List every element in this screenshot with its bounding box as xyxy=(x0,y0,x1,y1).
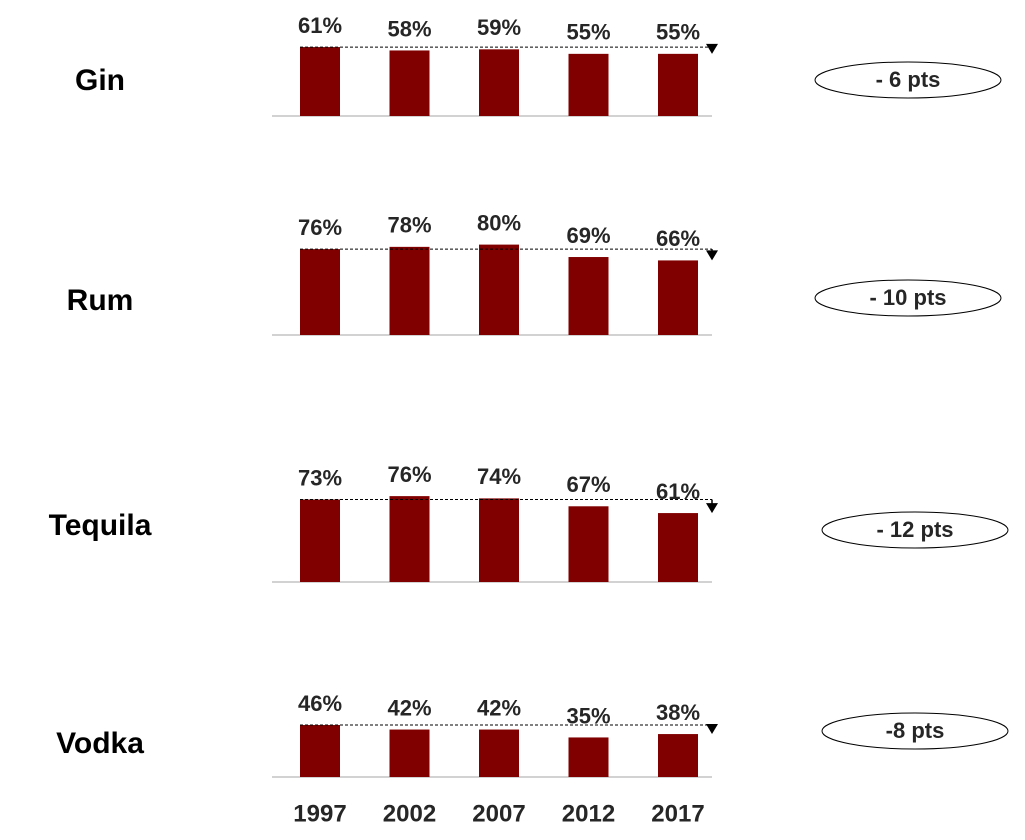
x-tick-label: 1997 xyxy=(293,800,346,827)
value-label: 73% xyxy=(298,465,342,490)
bar xyxy=(568,737,609,777)
bar xyxy=(568,257,609,335)
bar xyxy=(479,729,519,777)
bar xyxy=(479,49,519,116)
value-label: 76% xyxy=(387,462,431,487)
bar xyxy=(300,499,340,582)
x-tick-label: 2007 xyxy=(472,800,525,827)
bar xyxy=(389,729,430,777)
x-tick-label: 2017 xyxy=(651,800,704,827)
value-label: 61% xyxy=(298,13,342,38)
change-oval xyxy=(821,511,1009,549)
bar xyxy=(389,496,430,582)
bar xyxy=(300,47,340,116)
bar xyxy=(479,498,519,582)
value-label: 69% xyxy=(566,223,610,248)
value-label: 38% xyxy=(656,700,700,725)
value-label: 42% xyxy=(387,695,431,720)
bar xyxy=(389,50,430,116)
value-label: 35% xyxy=(566,703,610,728)
change-label: - 12 pts xyxy=(876,517,953,542)
change-label: - 6 pts xyxy=(876,67,941,92)
change-oval xyxy=(814,61,1002,99)
arrow-head xyxy=(706,250,718,261)
value-label: 67% xyxy=(566,472,610,497)
series-name: Gin xyxy=(75,64,125,97)
bar xyxy=(300,725,340,777)
change-oval xyxy=(821,712,1009,750)
value-label: 42% xyxy=(477,695,521,720)
bar xyxy=(568,506,609,582)
value-label: 46% xyxy=(298,691,342,716)
bar xyxy=(300,249,340,335)
arrow-head xyxy=(706,43,718,54)
value-label: 74% xyxy=(477,464,521,489)
arrow-head xyxy=(706,503,718,514)
value-label: 76% xyxy=(298,215,342,240)
series-name: Tequila xyxy=(49,509,152,542)
bar xyxy=(479,244,519,335)
bar xyxy=(389,246,430,335)
value-label: 55% xyxy=(566,20,610,45)
series-name: Vodka xyxy=(56,727,144,760)
x-tick-label: 2002 xyxy=(383,800,436,827)
value-label: 78% xyxy=(387,213,431,238)
bar xyxy=(658,53,698,116)
value-label: 55% xyxy=(656,20,700,45)
value-label: 61% xyxy=(656,479,700,504)
bar xyxy=(658,260,698,335)
value-label: 66% xyxy=(656,226,700,251)
value-label: 59% xyxy=(477,15,521,40)
change-oval xyxy=(814,279,1002,317)
bar xyxy=(658,734,698,777)
arrow-head xyxy=(706,724,718,735)
x-tick-label: 2012 xyxy=(562,800,615,827)
value-label: 58% xyxy=(387,16,431,41)
bar xyxy=(568,53,609,116)
series-name: Rum xyxy=(67,284,134,317)
value-label: 80% xyxy=(477,210,521,235)
change-label: - 10 pts xyxy=(869,285,946,310)
change-label: -8 pts xyxy=(886,718,945,743)
bar xyxy=(658,513,698,582)
